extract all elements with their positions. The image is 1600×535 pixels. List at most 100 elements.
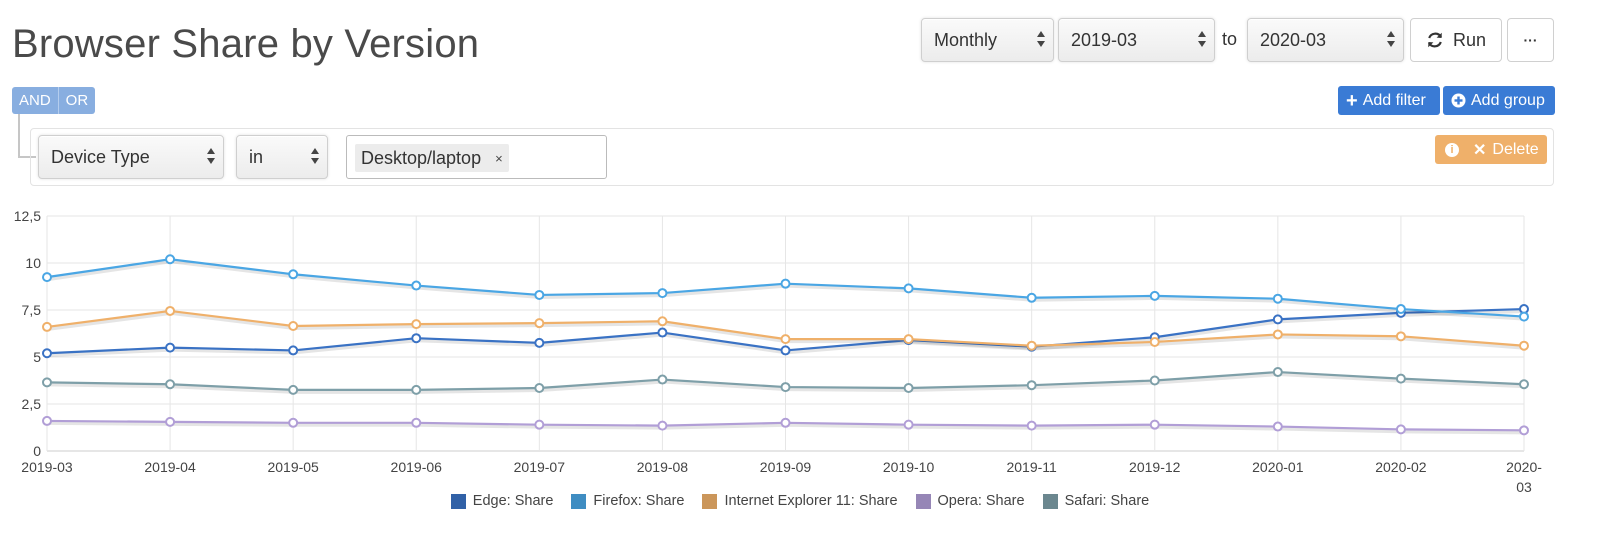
filter-panel xyxy=(30,128,1554,186)
series-point xyxy=(1149,336,1160,347)
series-point xyxy=(534,383,545,394)
series-point xyxy=(165,416,176,427)
or-option[interactable]: OR xyxy=(57,87,96,114)
legend-item[interactable]: Firefox: Share xyxy=(571,493,684,509)
legend-item[interactable]: Edge: Share xyxy=(450,493,553,509)
filter-value-input[interactable]: Desktop/laptop × xyxy=(346,135,607,179)
series-point xyxy=(411,333,422,344)
to-label: to xyxy=(1222,29,1238,49)
series-point xyxy=(1395,424,1406,435)
legend-label: Safari: Share xyxy=(1064,493,1150,509)
series-point xyxy=(1395,373,1406,384)
series-point xyxy=(288,269,299,280)
legend-label: Opera: Share xyxy=(937,493,1025,509)
series-point xyxy=(1272,314,1283,325)
info-icon: i xyxy=(1445,142,1459,157)
legend-swatch xyxy=(571,493,587,509)
filter-field-value: Device Type xyxy=(51,147,150,167)
series-point xyxy=(534,337,545,348)
plus-circle-icon xyxy=(1451,93,1466,108)
series-point xyxy=(657,420,668,431)
series-point xyxy=(534,289,545,300)
x-tick-label: 2019-12 xyxy=(1129,459,1181,475)
series-point xyxy=(288,320,299,331)
select-arrows-icon xyxy=(207,148,215,166)
series-point xyxy=(42,272,52,283)
series-point xyxy=(657,327,668,338)
from-date-select[interactable]: 2019-03 xyxy=(1058,18,1215,62)
filter-field-select[interactable]: Device Type xyxy=(38,135,224,179)
to-date-value: 2020-03 xyxy=(1260,30,1327,50)
delete-filter-button[interactable]: i ✕ Delete xyxy=(1435,135,1547,164)
series-point xyxy=(534,419,545,430)
legend-item[interactable]: Internet Explorer 11: Share xyxy=(702,493,898,509)
series-point xyxy=(780,417,791,428)
series-point xyxy=(288,384,299,395)
legend-label: Firefox: Share xyxy=(593,493,685,509)
series-point xyxy=(657,374,668,385)
series-point xyxy=(1395,331,1406,342)
series-point xyxy=(780,382,791,393)
legend-swatch xyxy=(450,493,466,509)
legend-item[interactable]: Safari: Share xyxy=(1042,493,1150,509)
series-point xyxy=(1519,379,1529,390)
series-point xyxy=(288,345,299,356)
x-tick-label: 2020-02 xyxy=(1375,459,1427,475)
series-point xyxy=(165,254,176,265)
series-point xyxy=(165,305,176,316)
x-tick-label: 2019-04 xyxy=(144,459,196,475)
granularity-value: Monthly xyxy=(934,30,998,50)
from-date-value: 2019-03 xyxy=(1071,30,1138,50)
more-label: ··· xyxy=(1523,32,1538,48)
legend-label: Internet Explorer 11: Share xyxy=(724,493,898,509)
add-group-button[interactable]: Add group xyxy=(1443,86,1555,115)
series-point xyxy=(903,419,914,430)
select-arrows-icon xyxy=(1387,31,1395,49)
filter-operator-value: in xyxy=(249,147,264,167)
series-point xyxy=(165,342,176,353)
more-options-button[interactable]: ··· xyxy=(1507,18,1554,62)
to-date-select[interactable]: 2020-03 xyxy=(1247,18,1404,62)
series-point xyxy=(1519,311,1529,322)
series-point xyxy=(1519,425,1529,436)
series-point xyxy=(780,345,791,356)
add-group-label: Add group xyxy=(1471,91,1545,109)
legend-swatch xyxy=(702,493,718,509)
filter-value-chip: Desktop/laptop × xyxy=(355,144,509,172)
series-point xyxy=(42,321,52,332)
chip-remove-icon[interactable]: × xyxy=(495,150,503,166)
add-filter-button[interactable]: + Add filter xyxy=(1338,86,1440,115)
series-point xyxy=(42,377,52,388)
and-or-toggle[interactable]: AND OR xyxy=(12,87,96,114)
and-option[interactable]: AND xyxy=(19,92,51,109)
x-tick-label: 2019-05 xyxy=(267,459,319,475)
x-tick-label: 2019-03 xyxy=(21,459,73,475)
run-button[interactable]: Run xyxy=(1410,18,1502,62)
series-point xyxy=(1519,340,1529,351)
series-point xyxy=(411,384,422,395)
series-point xyxy=(1026,380,1037,391)
select-arrows-icon xyxy=(311,148,319,166)
line-chart: 0 2,5 5 7,5 10 12,5 2019-03 2019-04 2019-05 2019-… xyxy=(14,208,1542,495)
y-tick-label: 10 xyxy=(25,255,41,271)
legend-item[interactable]: Opera: Share xyxy=(915,493,1025,509)
series-point xyxy=(903,334,914,345)
y-tick-label: 0 xyxy=(33,443,41,459)
chart-legend: Edge: Share Firefox: Share Internet Explor… xyxy=(0,493,1600,509)
y-tick-label: 7,5 xyxy=(22,302,42,318)
filter-operator-select[interactable]: in xyxy=(236,135,328,179)
granularity-select[interactable]: Monthly xyxy=(921,18,1054,62)
chip-label: Desktop/laptop xyxy=(361,147,482,168)
x-tick-label: 03 xyxy=(1516,479,1532,495)
refresh-icon xyxy=(1428,32,1442,48)
series-point xyxy=(1272,367,1283,378)
x-tick-label: 2019-07 xyxy=(514,459,566,475)
plus-icon: + xyxy=(1346,89,1358,112)
series-point xyxy=(780,278,791,289)
series-point xyxy=(1395,304,1406,315)
select-arrows-icon xyxy=(1037,31,1045,49)
series-point xyxy=(165,379,176,390)
series-point xyxy=(657,288,668,299)
delete-x-icon: ✕ xyxy=(1473,141,1487,159)
x-tick-label: 2020- xyxy=(1506,459,1542,475)
